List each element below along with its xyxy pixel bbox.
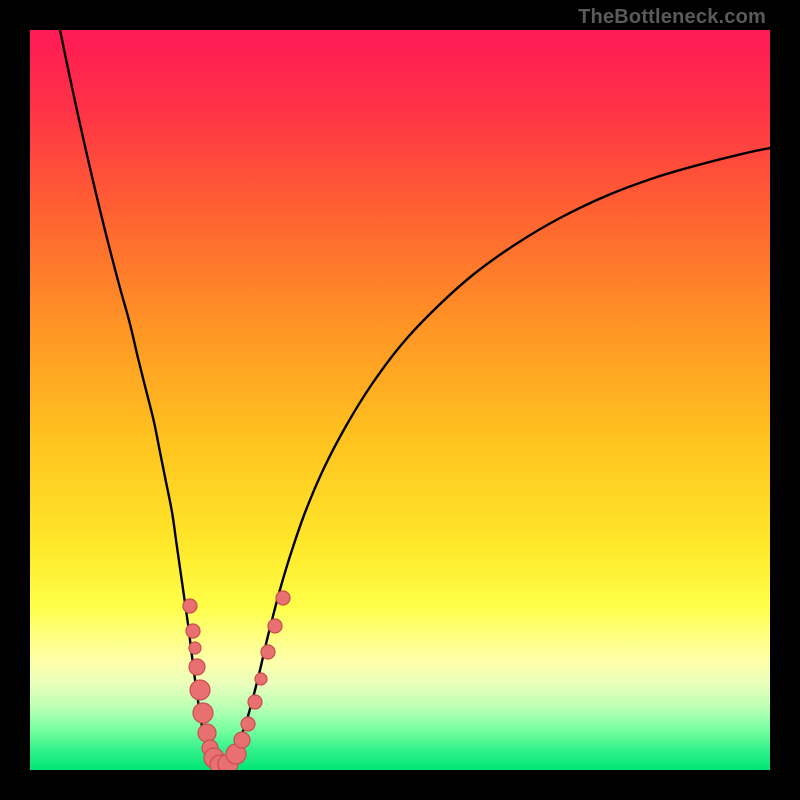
data-marker	[189, 659, 205, 675]
data-marker	[248, 695, 262, 709]
data-marker	[234, 732, 250, 748]
data-marker	[193, 703, 213, 723]
chart-frame: TheBottleneck.com	[0, 0, 800, 800]
data-marker	[241, 717, 255, 731]
curve-layer	[30, 30, 770, 770]
data-marker	[261, 645, 275, 659]
data-marker	[190, 680, 210, 700]
data-marker	[255, 673, 267, 685]
curve-right	[220, 148, 770, 768]
data-marker	[186, 624, 200, 638]
curve-left	[60, 30, 220, 768]
data-marker	[268, 619, 282, 633]
markers-group	[183, 591, 290, 770]
data-marker	[276, 591, 290, 605]
data-marker	[183, 599, 197, 613]
data-marker	[189, 642, 201, 654]
watermark-text: TheBottleneck.com	[578, 6, 766, 29]
plot-area	[30, 30, 770, 770]
data-marker	[198, 724, 216, 742]
